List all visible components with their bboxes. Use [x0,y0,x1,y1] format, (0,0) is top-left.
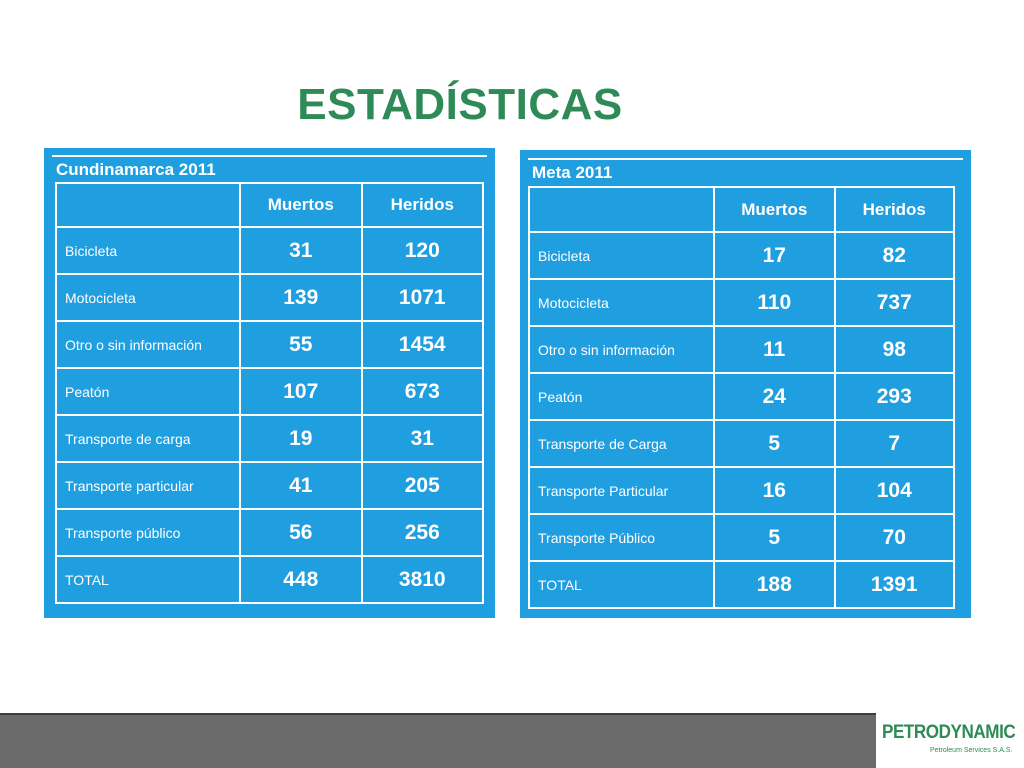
row-category: Transporte de Carga [527,419,716,468]
row-heridos: 7 [833,419,955,468]
row-category: Motocicleta [54,273,242,322]
table-row: Transporte Público 5 70 [527,513,955,562]
meta-panel: Meta 2011 Muertos Heridos Bicicleta 17 8… [520,150,971,618]
row-category: Bicicleta [527,231,716,280]
header-empty [527,186,716,233]
row-muertos: 17 [713,231,836,280]
row-category: Transporte particular [54,461,242,510]
row-heridos: 31 [360,414,485,463]
row-muertos: 110 [713,278,836,327]
row-heridos: 737 [833,278,955,327]
table-row: Bicicleta 17 82 [527,231,955,280]
table-row-total: TOTAL 188 1391 [527,560,955,609]
row-muertos: 56 [239,508,363,557]
header-empty [54,182,242,228]
row-muertos: 11 [713,325,836,374]
slide-title: ESTADÍSTICAS [297,80,623,129]
row-heridos: 82 [833,231,955,280]
row-heridos: 205 [360,461,485,510]
panel-title: Cundinamarca 2011 [56,160,216,179]
cundinamarca-table: Muertos Heridos Bicicleta 31 120 Motocic… [54,182,485,604]
table-header-row: Muertos Heridos [54,182,485,228]
table-row: Peatón 107 673 [54,367,485,416]
row-category: Transporte de carga [54,414,242,463]
row-muertos: 107 [239,367,363,416]
row-muertos: 448 [239,555,363,604]
logo-subtitle: Petroleum Services S.A.S. [930,747,1013,754]
row-muertos: 5 [713,419,836,468]
row-category: TOTAL [54,555,242,604]
row-category: Otro o sin información [54,320,242,369]
row-heridos: 256 [360,508,485,557]
row-muertos: 31 [239,226,363,275]
panel-divider [52,155,487,157]
row-muertos: 16 [713,466,836,515]
table-row: Motocicleta 110 737 [527,278,955,327]
table-header-row: Muertos Heridos [527,186,955,233]
panel-title: Meta 2011 [532,163,613,182]
table-row: Motocicleta 139 1071 [54,273,485,322]
table-row: Transporte de Carga 5 7 [527,419,955,468]
row-muertos: 5 [713,513,836,562]
panel-divider [528,158,963,160]
row-heridos: 98 [833,325,955,374]
row-heridos: 1454 [360,320,485,369]
meta-table: Muertos Heridos Bicicleta 17 82 Motocicl… [527,186,955,609]
table-row: Peatón 24 293 [527,372,955,421]
table-row: Bicicleta 31 120 [54,226,485,275]
cundinamarca-panel: Cundinamarca 2011 Muertos Heridos Bicicl… [44,148,495,618]
row-category: Motocicleta [527,278,716,327]
row-category: TOTAL [527,560,716,609]
table-row: Transporte Particular 16 104 [527,466,955,515]
row-muertos: 55 [239,320,363,369]
header-muertos: Muertos [713,186,836,233]
row-category: Transporte Particular [527,466,716,515]
logo-name: PETRODYNAMIC [882,722,1016,743]
row-heridos: 673 [360,367,485,416]
table-row: Transporte particular 41 205 [54,461,485,510]
row-muertos: 139 [239,273,363,322]
header-heridos: Heridos [360,182,485,228]
row-heridos: 104 [833,466,955,515]
row-heridos: 120 [360,226,485,275]
row-category: Peatón [527,372,716,421]
row-category: Transporte público [54,508,242,557]
row-muertos: 188 [713,560,836,609]
row-heridos: 1071 [360,273,485,322]
petrodynamic-logo: PETRODYNAMIC Petroleum Services S.A.S. [880,718,1020,764]
row-category: Peatón [54,367,242,416]
row-muertos: 19 [239,414,363,463]
table-row: Otro o sin información 55 1454 [54,320,485,369]
header-muertos: Muertos [239,182,363,228]
footer-bar [0,713,876,768]
row-heridos: 70 [833,513,955,562]
row-heridos: 1391 [833,560,955,609]
table-row: Otro o sin información 11 98 [527,325,955,374]
table-row: Transporte de carga 19 31 [54,414,485,463]
header-heridos: Heridos [833,186,955,233]
table-row-total: TOTAL 448 3810 [54,555,485,604]
row-muertos: 41 [239,461,363,510]
table-row: Transporte público 56 256 [54,508,485,557]
row-category: Otro o sin información [527,325,716,374]
row-muertos: 24 [713,372,836,421]
row-heridos: 293 [833,372,955,421]
row-category: Bicicleta [54,226,242,275]
row-category: Transporte Público [527,513,716,562]
row-heridos: 3810 [360,555,485,604]
